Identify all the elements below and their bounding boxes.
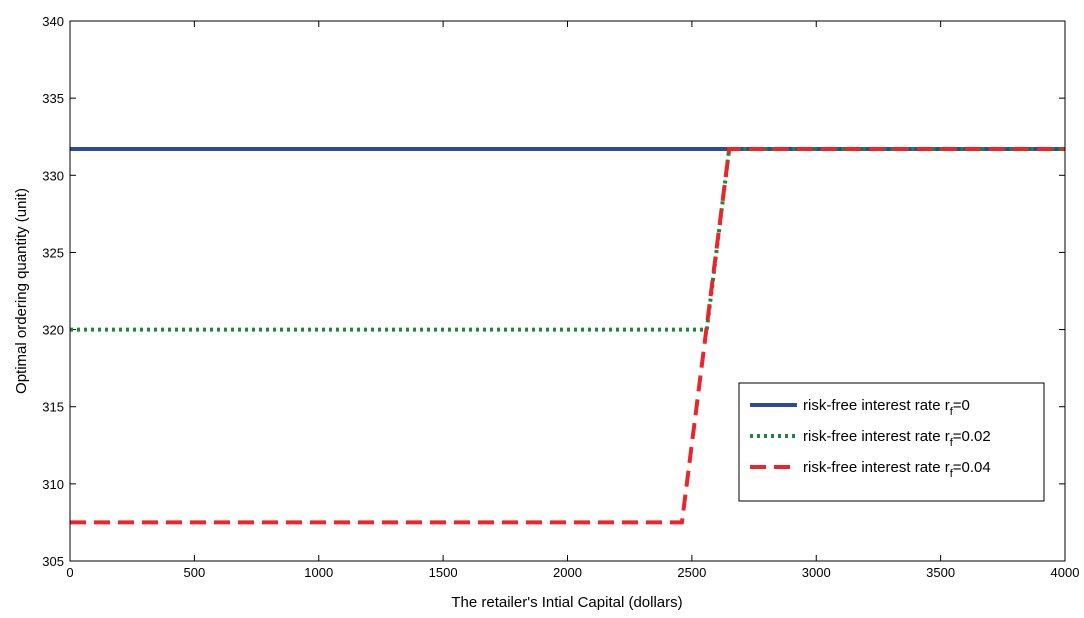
legend-label-subscript: f (950, 468, 954, 480)
series-layer (70, 147, 1065, 525)
tick-layer: 0 500 1000 1500 2000 2500 3000 3500 4000 305 310 31… (42, 14, 1079, 580)
legend-label-subscript: f (950, 406, 954, 418)
x-tick-label: 1000 (304, 565, 333, 580)
plot-frame (69, 20, 1066, 562)
x-tick-label: 3000 (802, 565, 831, 580)
x-tick-label: 0 (66, 565, 73, 580)
y-tick-label: 325 (42, 245, 64, 260)
x-tick-label: 2000 (553, 565, 582, 580)
y-tick-label: 305 (42, 554, 64, 569)
x-axis-label: The retailer's Intial Capital (dollars) (451, 594, 682, 611)
legend-box (738, 382, 1045, 502)
y-tick-label: 320 (42, 323, 64, 338)
legend-label-suffix: =0 (953, 397, 970, 414)
legend-label-name: risk-free interest rate r (803, 428, 950, 445)
legend-label-2: risk-free interest rate rf=0.04 (803, 459, 991, 480)
legend-label-name: risk-free interest rate r (803, 397, 950, 414)
legend-label-suffix: =0.02 (953, 428, 991, 445)
x-tick-label: 4000 (1051, 565, 1080, 580)
y-tick-label: 340 (42, 14, 64, 29)
y-tick-label: 310 (42, 477, 64, 492)
legend-label-0: risk-free interest rate rf=0 (803, 397, 970, 418)
x-tick-label: 500 (184, 565, 206, 580)
y-tick-label: 315 (42, 400, 64, 415)
x-tick-label: 1500 (429, 565, 458, 580)
y-tick-label: 335 (42, 91, 64, 106)
series-line-2 (70, 147, 1065, 525)
y-tick-label: 330 (42, 168, 64, 183)
x-tick-label: 2500 (677, 565, 706, 580)
x-tick-label: 3500 (926, 565, 955, 580)
legend-label-1: risk-free interest rate rf=0.02 (803, 428, 991, 449)
legend-label-suffix: =0.04 (953, 459, 991, 476)
legend-label-name: risk-free interest rate r (803, 459, 950, 476)
legend-label-subscript: f (950, 437, 954, 449)
y-axis-label: Optimal ordering quantity (unit) (13, 188, 30, 394)
